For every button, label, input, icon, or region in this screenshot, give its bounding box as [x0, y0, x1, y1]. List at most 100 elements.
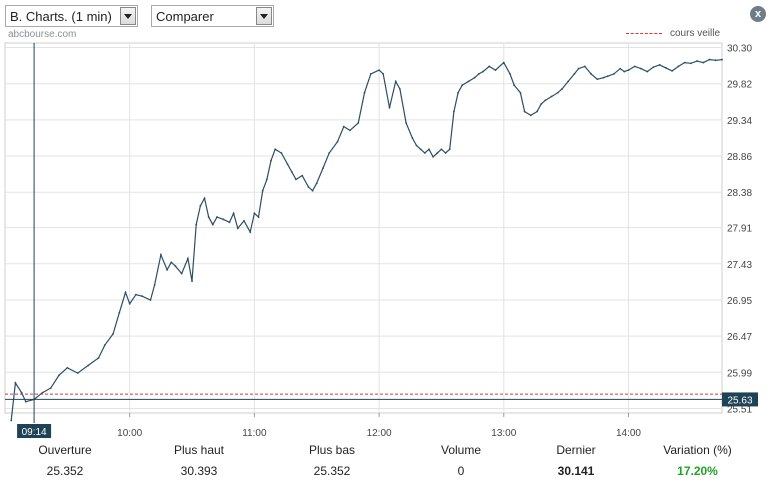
stat-label-open: Ouverture	[38, 443, 92, 457]
y-tick-label: 26.95	[727, 296, 752, 307]
price-point	[702, 61, 705, 64]
stats-values: 25.352 30.393 25.352 0 30.141 17.20%	[0, 464, 769, 478]
price-point	[432, 155, 435, 158]
price-point	[87, 364, 90, 367]
price-point	[349, 129, 351, 132]
price-point	[714, 59, 717, 62]
stat-value-low: 25.352	[313, 464, 351, 478]
price-point	[186, 257, 189, 260]
previous-close-swatch	[626, 33, 662, 34]
price-point	[444, 152, 447, 154]
price-point	[66, 366, 69, 369]
cursor-price-label: 25.63	[727, 395, 752, 406]
price-point	[307, 186, 310, 188]
price-point	[174, 265, 177, 267]
price-point	[216, 216, 218, 218]
price-point	[461, 84, 464, 87]
price-point	[249, 231, 252, 234]
y-tick-label: 30.30	[727, 44, 752, 55]
y-tick-label: 28.38	[727, 188, 752, 199]
price-point	[640, 67, 642, 70]
price-point	[623, 70, 626, 73]
close-icon[interactable]: x	[750, 6, 766, 22]
price-point	[118, 311, 121, 314]
chevron-down-icon[interactable]	[256, 7, 272, 25]
price-point	[502, 61, 505, 64]
y-tick-label: 29.82	[727, 80, 752, 91]
price-point	[211, 223, 214, 226]
price-point	[567, 80, 570, 83]
chart-type-select-value: B. Charts. (1 min)	[10, 8, 112, 24]
price-point	[523, 110, 526, 113]
price-point	[482, 70, 484, 73]
x-tick-label: 10:00	[117, 428, 142, 439]
price-point	[135, 293, 137, 296]
price-point	[228, 221, 231, 224]
price-point	[696, 60, 698, 62]
price-point	[513, 84, 516, 87]
chart-type-select[interactable]: B. Charts. (1 min)	[5, 5, 138, 27]
price-point	[398, 88, 401, 90]
x-tick-label: 13:00	[491, 428, 516, 439]
price-point	[646, 70, 649, 73]
price-point	[519, 91, 522, 94]
compare-select-value: Comparer	[156, 8, 214, 24]
price-point	[664, 66, 667, 69]
price-series-line	[10, 58, 723, 421]
price-point	[112, 332, 114, 335]
price-point	[203, 197, 206, 200]
price-point	[405, 121, 408, 124]
price-point	[440, 148, 443, 151]
price-point	[257, 216, 260, 218]
price-point	[467, 80, 470, 83]
price-point	[488, 65, 491, 68]
legend: cours veille	[626, 28, 720, 39]
price-point	[49, 387, 52, 390]
price-point	[613, 72, 615, 75]
price-point	[544, 99, 547, 102]
price-point	[14, 381, 17, 384]
price-point	[388, 106, 391, 109]
price-point	[336, 140, 339, 143]
price-point	[76, 372, 79, 374]
price-point	[243, 219, 245, 222]
price-point	[41, 391, 44, 394]
price-point	[236, 227, 239, 230]
y-tick-label: 26.47	[727, 332, 752, 343]
price-point	[419, 148, 422, 151]
price-point	[382, 72, 385, 75]
price-point	[550, 95, 553, 98]
price-point	[58, 374, 60, 377]
compare-select[interactable]: Comparer	[151, 5, 274, 27]
price-point	[280, 152, 283, 154]
price-point	[20, 391, 23, 394]
price-point	[199, 204, 202, 207]
cursor-price-tag	[722, 392, 758, 407]
price-chart[interactable]: 30.30 29.82 29.34 28.86 28.38 27.91 27.43 26.95…	[0, 0, 769, 440]
price-point	[97, 357, 100, 359]
price-point	[315, 182, 318, 185]
price-point	[457, 91, 459, 94]
stat-value-volume: 0	[457, 464, 465, 478]
watermark: abcbourse.com	[8, 29, 77, 40]
price-point	[191, 280, 193, 283]
price-point	[378, 69, 380, 72]
price-point	[509, 72, 511, 75]
price-point	[658, 63, 661, 66]
price-point	[677, 65, 680, 68]
price-point	[583, 65, 586, 68]
price-point	[290, 170, 293, 173]
price-point	[494, 69, 497, 72]
price-point	[627, 69, 630, 72]
price-point	[536, 110, 538, 113]
price-point	[577, 67, 580, 70]
price-point	[415, 144, 418, 147]
price-point	[207, 216, 210, 218]
price-point	[369, 72, 372, 75]
price-point	[561, 88, 563, 90]
price-point	[270, 159, 272, 162]
price-point	[473, 76, 476, 79]
chevron-down-icon[interactable]	[120, 7, 136, 25]
price-point	[529, 114, 532, 117]
price-point	[261, 189, 264, 192]
